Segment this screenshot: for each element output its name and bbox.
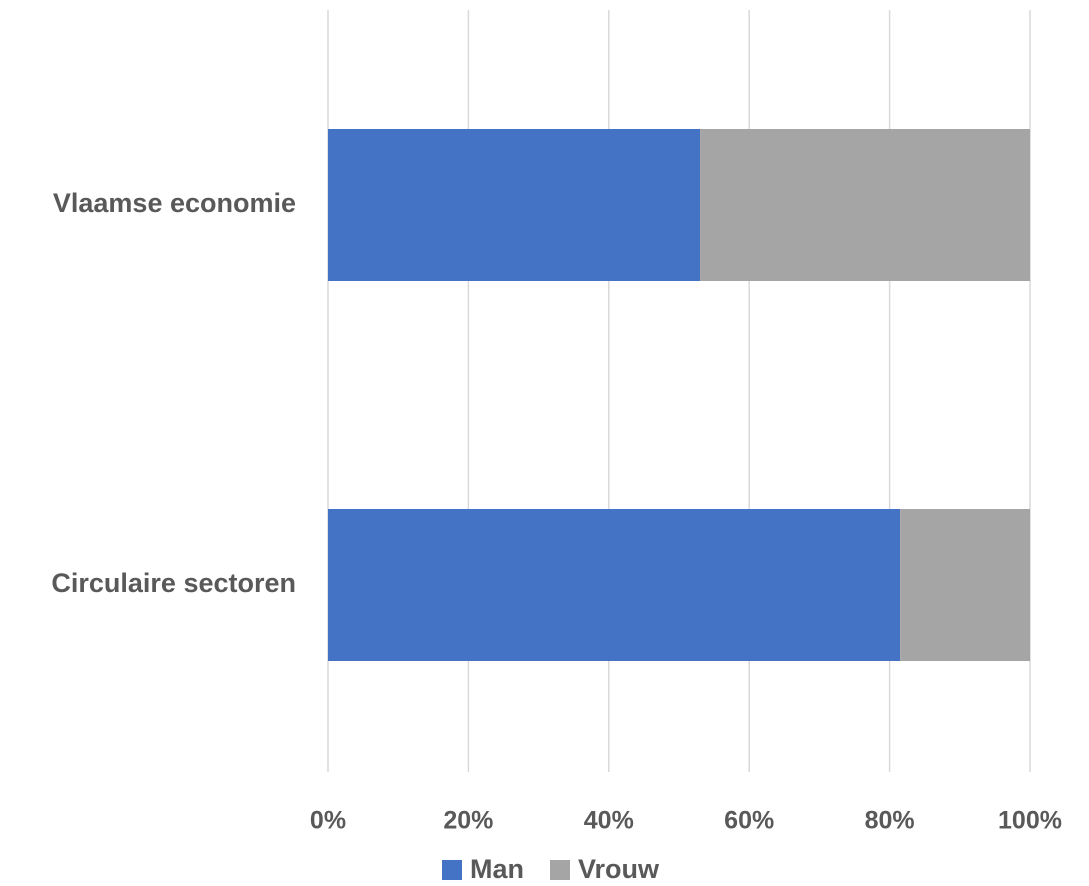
bars	[328, 129, 1030, 661]
bar-vrouw-0	[700, 129, 1030, 281]
legend-swatch-man	[442, 860, 462, 880]
tick-label-1: 20%	[443, 807, 493, 835]
value-axis: 0% 20% 40% 60% 80% 100%	[310, 807, 1062, 835]
legend-label-vrouw: Vrouw	[578, 854, 660, 884]
tick-label-5: 100%	[998, 807, 1062, 835]
tick-label-3: 60%	[724, 807, 774, 835]
bar-man-1	[328, 509, 901, 661]
tick-label-0: 0%	[310, 807, 346, 835]
tick-label-4: 80%	[865, 807, 915, 835]
category-axis: Vlaamse economie Circulaire sectoren	[51, 188, 296, 598]
legend-swatch-vrouw	[550, 860, 570, 880]
bar-man-0	[328, 129, 701, 281]
category-label-0: Vlaamse economie	[53, 188, 296, 218]
category-label-1: Circulaire sectoren	[51, 568, 296, 598]
legend-label-man: Man	[470, 854, 524, 884]
legend: Man Vrouw	[442, 854, 660, 884]
tick-label-2: 40%	[584, 807, 634, 835]
bar-vrouw-1	[900, 509, 1030, 661]
